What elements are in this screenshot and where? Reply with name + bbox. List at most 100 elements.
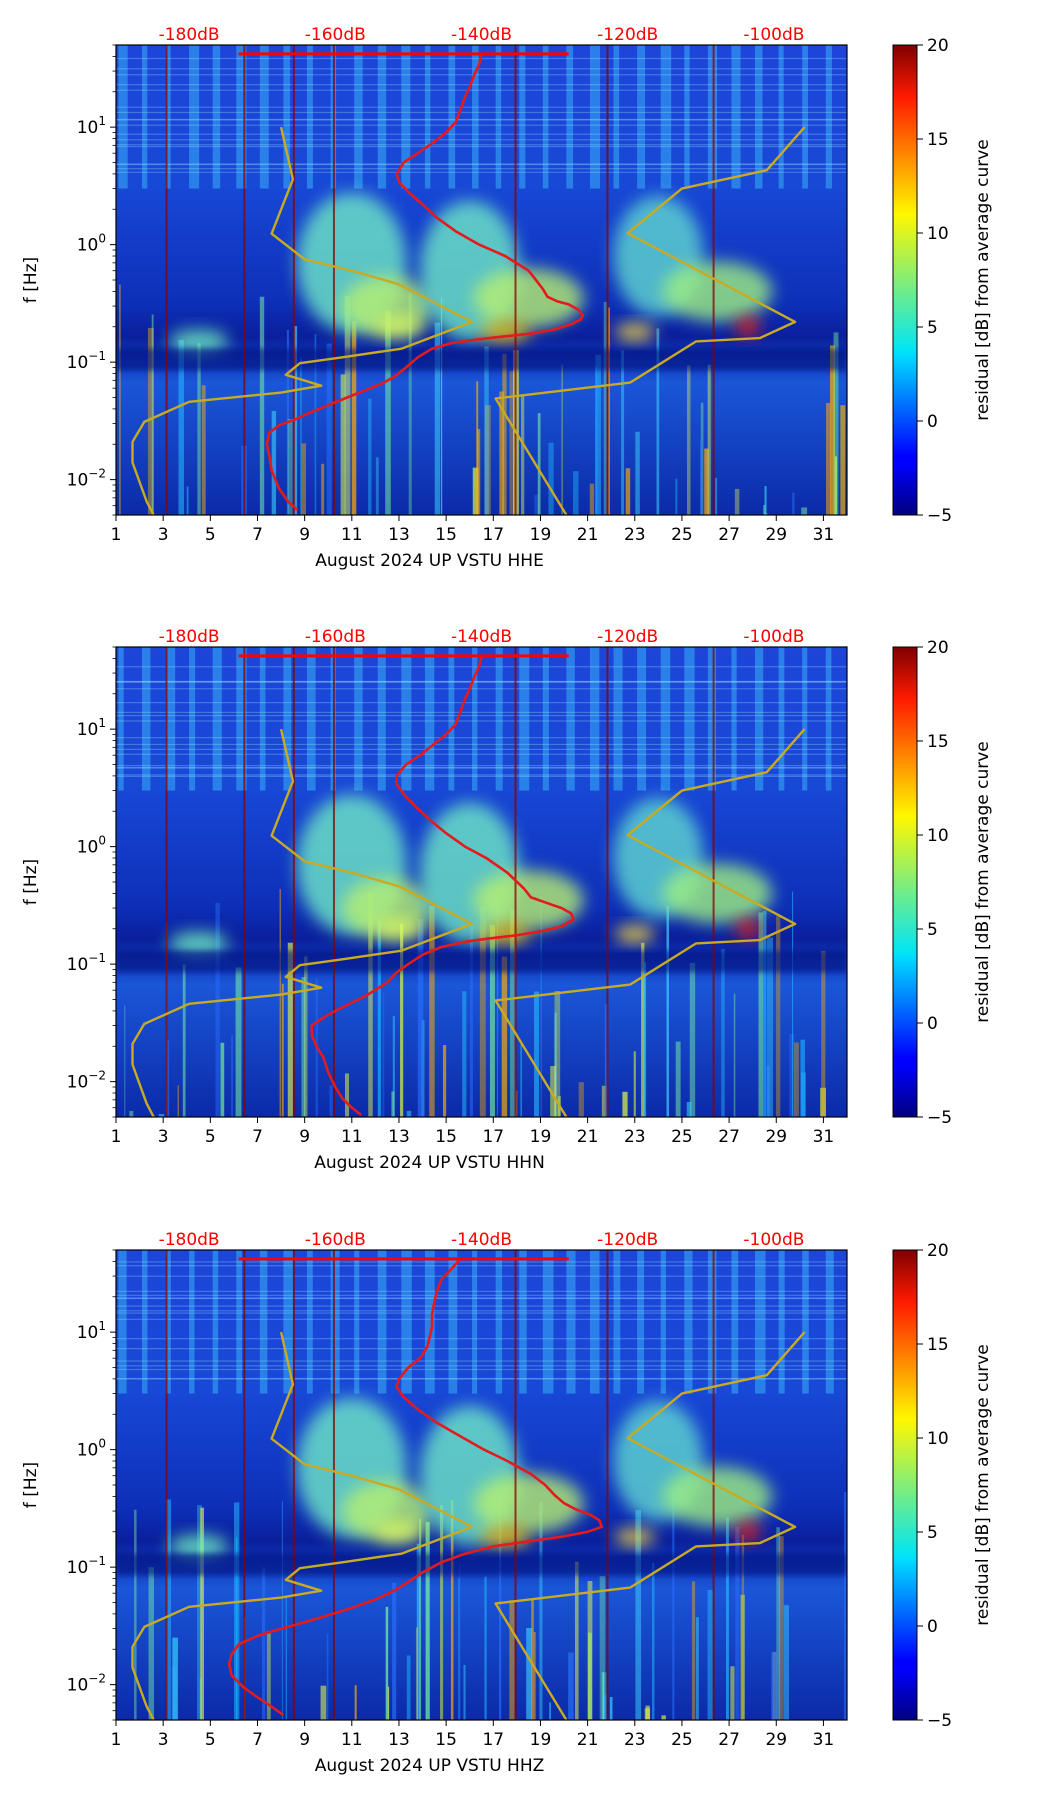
db-scale-label: -120dB	[597, 25, 658, 45]
heatmap-streak	[792, 492, 795, 515]
heatmap-daily-band	[589, 1250, 600, 1394]
heatmap-streak	[641, 942, 645, 1117]
heatmap-streak	[509, 1600, 515, 1720]
heatmap-microseism-blob	[662, 863, 773, 924]
x-tick-label: 11	[341, 525, 363, 545]
heatmap-daily-band	[189, 647, 196, 791]
heatmap-streak	[279, 889, 281, 1117]
x-tick-label: 1	[111, 1127, 122, 1147]
heatmap-streak	[287, 418, 293, 515]
heatmap-noise-line	[116, 68, 847, 70]
heatmap-noise-line	[116, 84, 847, 86]
heatmap-noise-line	[116, 753, 847, 755]
colorbar-tick-label: 15	[927, 1335, 949, 1355]
heatmap-daily-band	[566, 1250, 576, 1394]
heatmap-daily-band	[212, 647, 222, 791]
heatmap-streak	[484, 405, 491, 515]
heatmap-daily-band	[212, 1250, 219, 1394]
x-tick-label: 9	[299, 525, 310, 545]
heatmap-streak	[382, 992, 385, 1117]
heatmap-streak	[691, 1581, 696, 1720]
y-tick-label: 10−1	[67, 951, 106, 975]
average-psd-curve	[227, 1258, 604, 1717]
x-tick-label: 25	[671, 525, 693, 545]
spectrogram-panel-hhe: 1 3 5 7 9 11 13 15 17 19 21 23 25 27 29 3110−210−110010…	[21, 25, 993, 571]
heatmap-streak	[526, 1627, 533, 1720]
heatmap-streak	[479, 906, 486, 1117]
heatmap-streak	[425, 1521, 430, 1720]
heatmap-noise-line	[116, 681, 847, 683]
heatmap-streak	[329, 1085, 333, 1117]
heatmap-noise-line	[116, 139, 847, 141]
heatmap-streak	[783, 1605, 789, 1720]
heatmap-streak	[220, 1042, 225, 1117]
heatmap-noise-line	[116, 688, 847, 690]
heatmap-streak	[601, 1672, 607, 1720]
heatmap-streak	[385, 310, 391, 515]
heatmap-streak	[540, 895, 542, 1117]
heatmap-daily-band	[141, 647, 151, 791]
heatmap-streak	[499, 391, 504, 515]
heatmap-streak	[789, 1033, 795, 1117]
heatmap-quiet-band	[116, 1553, 847, 1576]
heatmap-noise-line	[116, 1368, 847, 1371]
heatmap-streak	[704, 448, 709, 515]
heatmap-spike-line	[332, 1250, 335, 1720]
heatmap-noise-line	[116, 89, 847, 91]
heatmap-streak	[776, 1527, 780, 1720]
db-scale-label: -120dB	[597, 1230, 658, 1250]
heatmap-streak	[167, 1040, 170, 1117]
y-axis-label: f [Hz]	[21, 257, 41, 303]
heatmap-streak	[800, 1039, 806, 1117]
heatmap-streak	[656, 328, 660, 515]
heatmap-streak	[604, 1694, 607, 1720]
heatmap-noise-line	[116, 1318, 847, 1320]
heatmap-streak	[534, 991, 539, 1117]
heatmap-streak	[758, 912, 764, 1117]
heatmap-noise-line	[116, 1297, 847, 1299]
x-tick-label: 25	[671, 1730, 693, 1750]
heatmap-daily-band	[141, 45, 148, 189]
heatmap-daily-band	[755, 647, 764, 791]
heatmap-streak	[301, 443, 306, 515]
heatmap-streak	[741, 1534, 745, 1720]
heatmap-microseism-blob	[168, 931, 229, 956]
x-tick-label: 23	[624, 1730, 646, 1750]
heatmap-noise-line	[116, 1348, 847, 1350]
heatmap-daily-band	[637, 647, 647, 791]
heatmap-streak	[463, 1664, 466, 1720]
colorbar-label: residual [dB] from average curve	[973, 741, 993, 1022]
heatmap-streak	[201, 385, 206, 515]
heatmap-streak	[561, 364, 563, 515]
average-psd-curve	[310, 655, 575, 1117]
heatmap-microseism-blob	[662, 261, 773, 322]
heatmap-streak	[304, 956, 308, 1117]
heatmap-microseism-blob	[735, 316, 760, 337]
heatmap-streak	[326, 1633, 329, 1720]
heatmap-noise-line	[116, 1360, 847, 1362]
heatmap-streak	[574, 1561, 579, 1720]
heatmap-streak	[392, 1582, 397, 1720]
heatmap-daily-band	[707, 45, 718, 189]
db-scale-label: -140dB	[451, 25, 512, 45]
heatmap-noise-line	[116, 111, 847, 114]
heatmap-daily-band	[354, 1250, 360, 1394]
heatmap-streak	[844, 1491, 847, 1720]
heatmap-streak	[472, 467, 479, 515]
x-tick-label: 5	[205, 525, 216, 545]
heatmap-streak	[197, 1670, 199, 1720]
heatmap-streak	[458, 1578, 460, 1720]
heatmap-microseism-blob	[168, 1534, 229, 1559]
heatmap-noise-line	[116, 1294, 847, 1296]
x-tick-label: 7	[252, 1730, 263, 1750]
heatmap-daily-band	[542, 1250, 554, 1394]
heatmap-noise-line	[116, 1338, 847, 1340]
x-tick-label: 17	[482, 1127, 504, 1147]
x-tick-label: 3	[158, 1730, 169, 1750]
heatmap-streak	[652, 1562, 655, 1720]
heatmap-streak	[385, 1606, 389, 1720]
heatmap-daily-band	[755, 45, 763, 189]
x-tick-label: 21	[577, 1730, 599, 1750]
heatmap-streak	[568, 1652, 574, 1720]
heatmap-streak	[392, 1016, 395, 1117]
